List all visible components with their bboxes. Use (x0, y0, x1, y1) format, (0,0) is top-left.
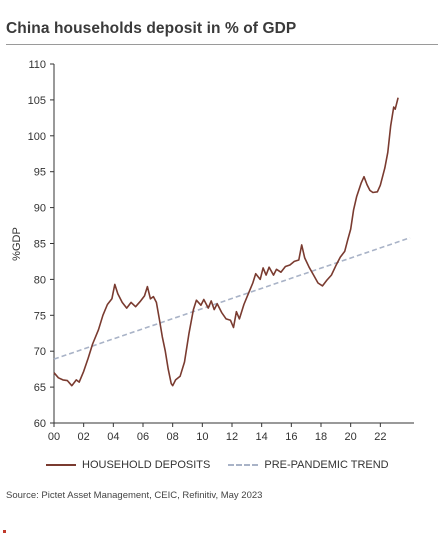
x-tick-label: 22 (374, 431, 386, 443)
chart-axes (53, 64, 414, 424)
y-tick-label: 110 (28, 59, 46, 71)
y-tick-labels: 60 65 70 75 80 85 90 95 100 105 110 (28, 59, 54, 430)
series-pre-pandemic-trend (53, 237, 411, 360)
y-tick-label: 70 (34, 346, 46, 358)
legend-swatch-pre-pandemic-trend (228, 464, 259, 466)
legend-swatch-household-deposits (46, 464, 76, 466)
x-tick-label: 06 (137, 431, 149, 443)
chart-title: China households deposit in % of GDP (6, 20, 297, 37)
y-tick-label: 90 (34, 203, 46, 215)
y-tick-label: 60 (34, 418, 46, 430)
y-tick-label: 105 (28, 95, 46, 107)
y-axis-label: %GDP (11, 227, 23, 261)
y-tick-label: 100 (28, 131, 46, 143)
series-lines (53, 97, 411, 387)
x-tick-label: 12 (226, 431, 238, 443)
y-tick-label: 95 (34, 167, 46, 179)
y-tick-label: 85 (34, 239, 46, 251)
legend: HOUSEHOLD DEPOSITS PRE-PANDEMIC TREND (46, 457, 407, 473)
y-tick-label: 80 (34, 274, 46, 286)
x-tick-label: 02 (78, 431, 90, 443)
series-household-deposits (53, 97, 399, 387)
legend-item-household-deposits: HOUSEHOLD DEPOSITS (46, 459, 210, 471)
x-tick-labels: 00 02 04 06 08 10 12 14 16 18 20 22 (48, 423, 386, 443)
y-tick-label: 65 (34, 382, 46, 394)
legend-item-pre-pandemic-trend: PRE-PANDEMIC TREND (228, 459, 389, 471)
x-tick-label: 04 (107, 431, 119, 443)
x-tick-label: 00 (48, 431, 60, 443)
legend-label-household-deposits: HOUSEHOLD DEPOSITS (82, 459, 211, 471)
x-tick-label: 10 (196, 431, 208, 443)
x-tick-label: 16 (285, 431, 297, 443)
x-tick-label: 08 (167, 431, 179, 443)
y-tick-label: 75 (34, 310, 46, 322)
x-tick-label: 18 (315, 431, 327, 443)
title-divider (6, 44, 438, 45)
source-note: Source: Pictet Asset Management, CEIC, R… (6, 490, 263, 501)
x-tick-label: 14 (256, 431, 268, 443)
legend-label-pre-pandemic-trend: PRE-PANDEMIC TREND (264, 459, 389, 471)
corner-mark (3, 530, 6, 533)
x-tick-label: 20 (345, 431, 357, 443)
